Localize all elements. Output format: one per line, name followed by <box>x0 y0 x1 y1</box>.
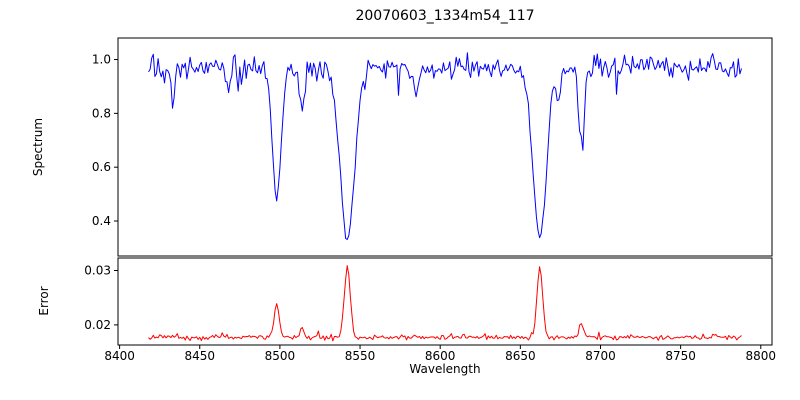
x-tick-label: 8400 <box>104 349 135 363</box>
chart-title: 20070603_1334m54_117 <box>355 8 535 24</box>
y-tick-label: 0.03 <box>84 264 111 278</box>
y-tick-label: 0.4 <box>92 214 111 228</box>
x-axis-label: Wavelength <box>409 362 481 376</box>
x-tick-label: 8800 <box>746 349 777 363</box>
x-tick-label: 8450 <box>184 349 215 363</box>
x-tick-label: 8650 <box>505 349 536 363</box>
panel-border-error <box>117 257 773 346</box>
x-tick-label: 8750 <box>665 349 696 363</box>
y-tick-label: 1.0 <box>92 53 111 67</box>
y-tick-label: 0.02 <box>84 318 111 332</box>
x-tick-label: 8500 <box>265 349 296 363</box>
x-tick-label: 8550 <box>345 349 376 363</box>
x-tick-label: 8700 <box>585 349 616 363</box>
panel-border-spectrum <box>117 37 773 257</box>
x-tick-label: 8600 <box>425 349 456 363</box>
y-tick-label: 0.8 <box>92 106 111 120</box>
y-tick-label: 0.6 <box>92 160 111 174</box>
spectrum-line <box>148 52 742 240</box>
error-line <box>148 265 742 342</box>
